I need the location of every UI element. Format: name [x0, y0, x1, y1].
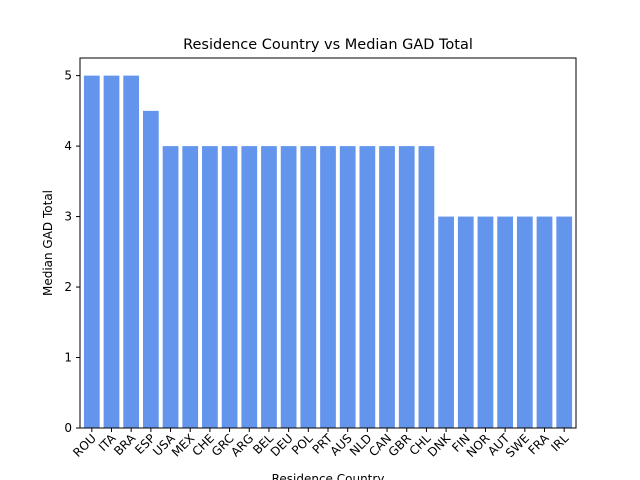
bar-can: [379, 146, 395, 428]
y-tick-label: 2: [64, 280, 72, 294]
chart-title: Residence Country vs Median GAD Total: [183, 37, 473, 53]
bar-bra: [123, 75, 140, 429]
bar-fin: [457, 216, 474, 428]
x-tick-label-rou: ROU: [70, 431, 99, 460]
bar-esp: [142, 110, 159, 429]
bar-gbr: [398, 146, 415, 428]
bar-che: [202, 146, 218, 428]
bar-bel: [261, 146, 277, 428]
y-axis-label: Median GAD Total: [41, 190, 55, 296]
x-axis-ticks: ROUITABRAESPUSAMEXCHEGRCARGBELDEUPOLPRTA…: [70, 428, 572, 460]
x-tick-label-irl: IRL: [548, 431, 571, 454]
bar-irl: [556, 216, 573, 428]
bars-group: [83, 75, 573, 429]
bar-pol: [300, 146, 317, 428]
y-tick-label: 3: [64, 210, 72, 224]
bar-swe: [516, 216, 533, 428]
bar-arg: [241, 146, 258, 428]
bar-chl: [418, 146, 435, 428]
x-axis-label: Residence Country: [272, 472, 385, 480]
bar-ita: [103, 75, 120, 429]
bar-dnk: [438, 216, 454, 428]
y-tick-label: 5: [64, 69, 72, 83]
bar-grc: [221, 146, 238, 428]
y-axis-ticks: 0 1 2 3 4 5: [64, 69, 80, 435]
bar-aus: [339, 146, 356, 428]
y-tick-label: 1: [64, 351, 72, 365]
bar-fra: [536, 216, 553, 428]
bar-nld: [359, 146, 376, 428]
bar-nor: [477, 216, 494, 428]
bar-prt: [320, 146, 336, 428]
y-tick-label: 4: [64, 139, 72, 153]
bar-rou: [83, 75, 100, 429]
y-tick-label: 0: [64, 421, 72, 435]
bar-aut: [497, 216, 514, 428]
plot-frame: [79, 57, 577, 429]
bar-mex: [182, 146, 199, 428]
bar-deu: [280, 146, 297, 428]
bar-usa: [162, 146, 179, 428]
